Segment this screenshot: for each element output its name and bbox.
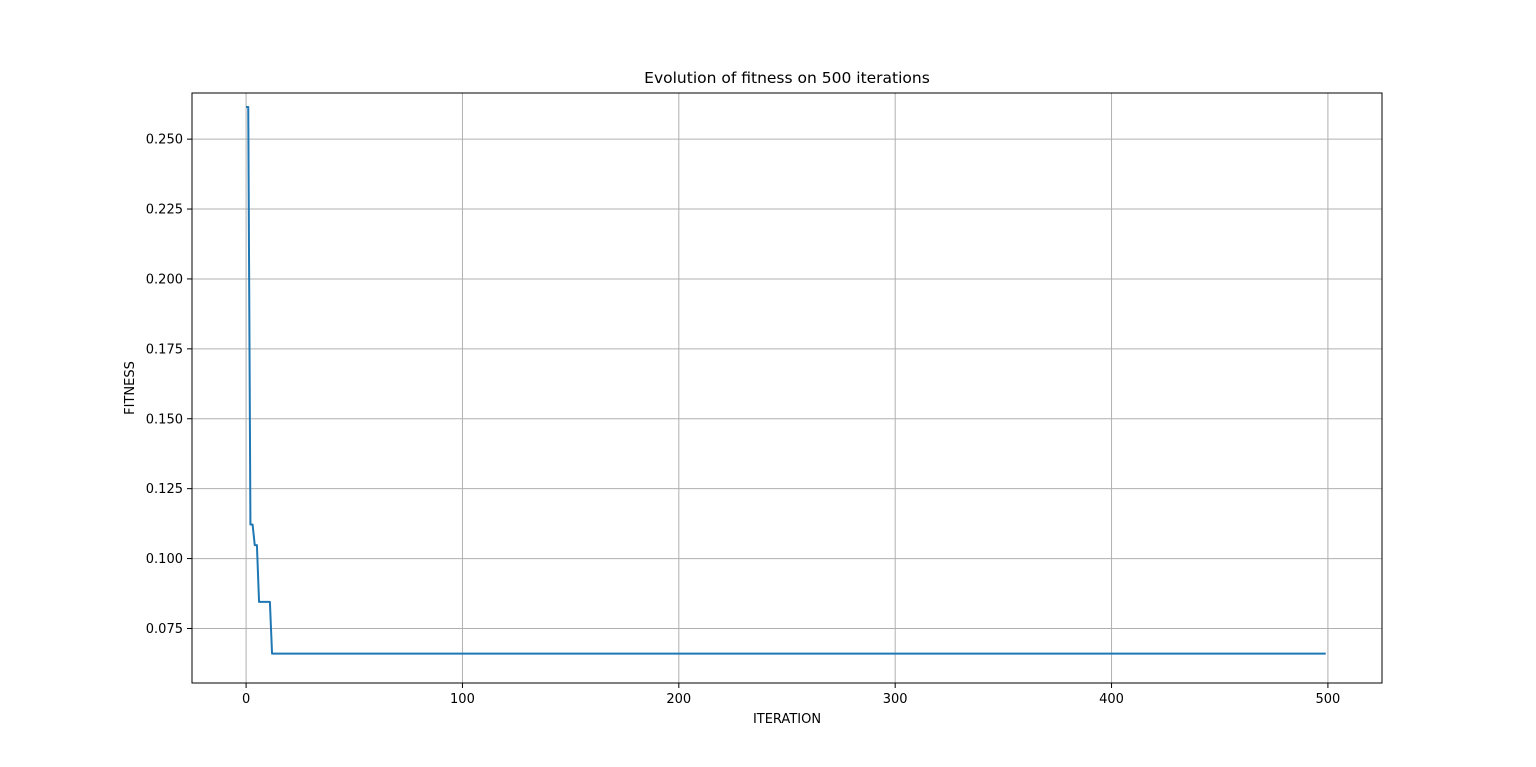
x-tick-label: 300 [883, 692, 908, 707]
x-tick-label: 500 [1315, 692, 1340, 707]
x-tick-label: 100 [450, 692, 475, 707]
plot-frame [191, 92, 1383, 684]
y-tick-label: 0.075 [146, 622, 183, 637]
y-tick-label: 0.200 [146, 272, 183, 287]
fitness-line [246, 105, 1326, 655]
y-axis-label: FITNESS [123, 361, 138, 415]
x-tick-label: 200 [666, 692, 691, 707]
x-tick-label: 0 [242, 692, 250, 707]
plot-area [246, 105, 1326, 655]
y-tick-label: 0.150 [146, 412, 183, 427]
chart-title: Evolution of fitness on 500 iterations [644, 69, 930, 87]
x-axis-label: ITERATION [753, 712, 821, 727]
axis-ticks: 0 100 200 300 400 500 0.075 0.100 0.125 0.150 0.17… [146, 133, 1341, 707]
y-tick-label: 0.175 [146, 342, 183, 357]
y-tick-label: 0.100 [146, 552, 183, 567]
y-tick-label: 0.250 [146, 133, 183, 148]
y-tick-label: 0.225 [146, 203, 183, 218]
x-tick-label: 400 [1099, 692, 1124, 707]
y-tick-label: 0.125 [146, 482, 183, 497]
grid-lines [192, 93, 1382, 683]
